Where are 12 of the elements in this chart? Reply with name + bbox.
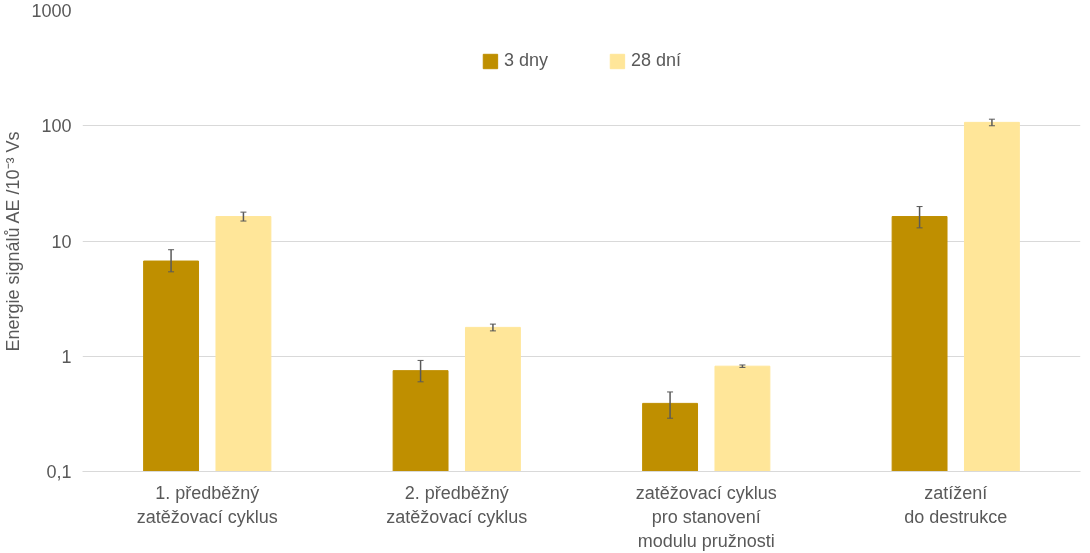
x-tick-label: zatížení do destrukce — [904, 482, 1008, 527]
y-axis-title: Energie signálů AE /10⁻³ Vs — [3, 131, 24, 352]
x-tick-label: 2. předběžný zatěžovací cyklus — [386, 482, 528, 527]
y-tick-label: 1000 — [31, 1, 72, 21]
y-tick-label: 1 — [61, 346, 72, 367]
legend-label: 3 dny — [503, 50, 548, 71]
x-tick-label: 1. předběžný zatěžovací cyklus — [136, 482, 278, 527]
legend-label: 28 dní — [631, 50, 682, 71]
y-tick-label: 100 — [41, 116, 72, 137]
y-tick-label: 0,1 — [46, 462, 72, 482]
x-tick-label: zatěžovací cyklus pro stanovení modulu pružnosti — [635, 482, 777, 551]
y-tick-label: 10 — [51, 231, 72, 252]
